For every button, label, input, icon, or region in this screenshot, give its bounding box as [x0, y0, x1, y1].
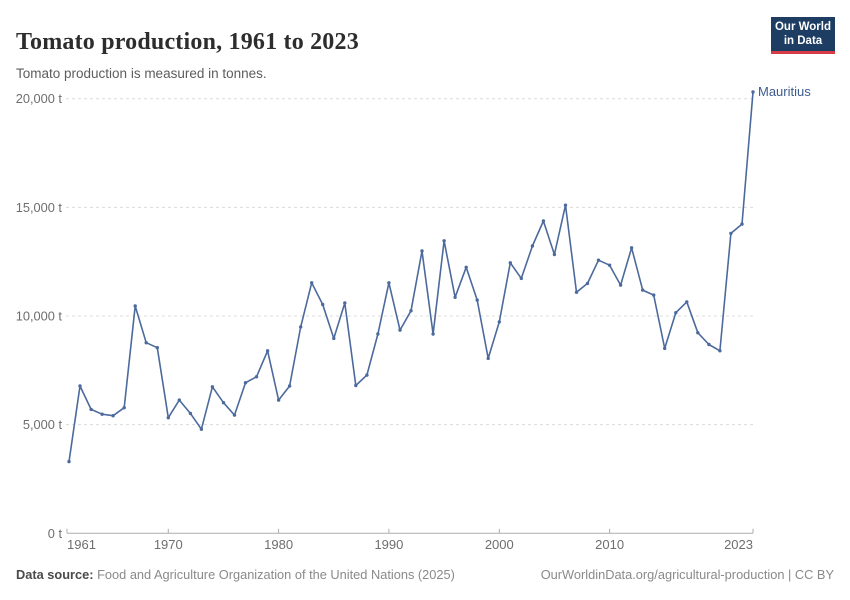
- data-source: Data source: Food and Agriculture Organi…: [16, 566, 455, 583]
- series-points-mauritius[interactable]: [67, 90, 755, 464]
- series-label-mauritius[interactable]: Mauritius: [758, 84, 811, 99]
- gridlines: [66, 98, 753, 426]
- data-source-label: Data source:: [16, 567, 94, 582]
- chart-subtitle: Tomato production is measured in tonnes.: [16, 65, 267, 81]
- svg-text:15,000 t: 15,000 t: [16, 200, 63, 215]
- series-line-mauritius[interactable]: [68, 91, 754, 462]
- owid-logo-line1: Our World: [774, 21, 831, 33]
- svg-text:1990: 1990: [374, 537, 403, 552]
- svg-text:2000: 2000: [485, 537, 514, 552]
- svg-text:1970: 1970: [154, 537, 183, 552]
- owid-logo-line2: in Data: [783, 34, 823, 47]
- x-axis: [66, 528, 754, 534]
- svg-text:0 t: 0 t: [48, 526, 63, 541]
- y-axis-labels: 0 t 5,000 t 10,000 t 15,000 t 20,000 t: [16, 91, 63, 541]
- owid-logo[interactable]: Our World in Data: [771, 17, 835, 54]
- data-source-text: Food and Agriculture Organization of the…: [97, 567, 455, 582]
- footer-link[interactable]: OurWorldinData.org/agricultural-producti…: [540, 567, 834, 582]
- x-axis-labels: 1961 1970 1980 1990 2000 2010 2023: [67, 537, 753, 552]
- svg-text:1961: 1961: [67, 537, 96, 552]
- chart-title: Tomato production, 1961 to 2023: [16, 29, 359, 56]
- svg-text:5,000 t: 5,000 t: [23, 417, 63, 432]
- svg-text:10,000 t: 10,000 t: [16, 309, 63, 324]
- svg-text:2010: 2010: [595, 537, 624, 552]
- svg-text:20,000 t: 20,000 t: [16, 91, 63, 106]
- chart-footer: Data source: Food and Agriculture Organi…: [16, 566, 834, 583]
- svg-text:1980: 1980: [264, 537, 293, 552]
- svg-text:2023: 2023: [724, 537, 753, 552]
